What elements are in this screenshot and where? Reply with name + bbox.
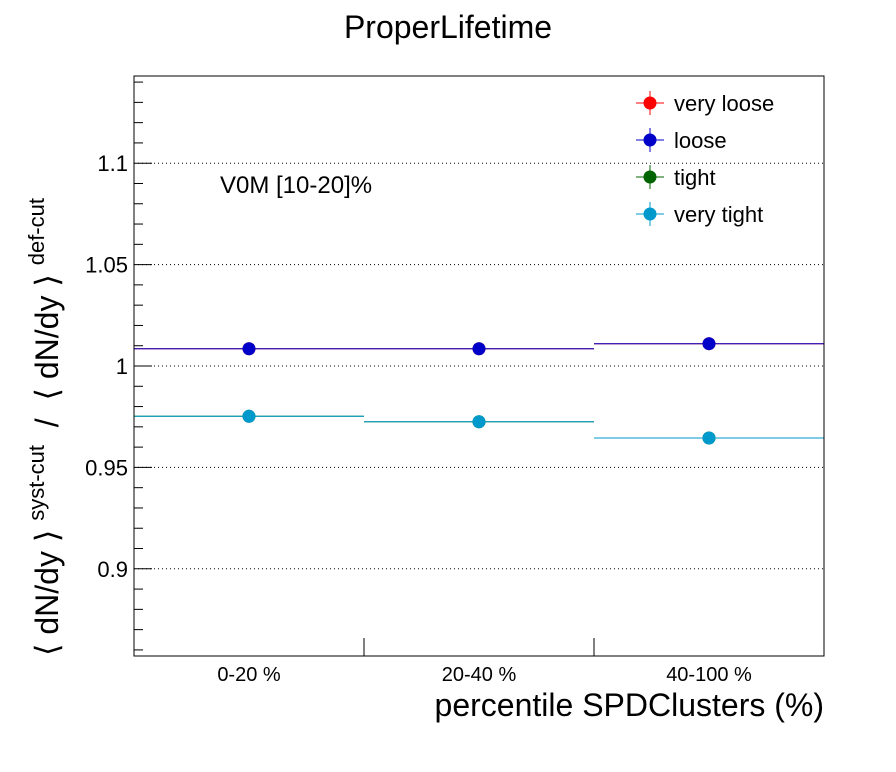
legend-item: very tight	[636, 202, 763, 227]
legend-marker	[643, 133, 657, 147]
legend: very loose loose tight very tight	[636, 91, 774, 227]
series-very-tight	[134, 409, 824, 445]
legend-item: loose	[636, 128, 727, 153]
y-tick-label: 1	[116, 354, 128, 379]
y-tick-label: 0.9	[97, 557, 128, 582]
data-point	[702, 431, 716, 445]
y-tick-label: 1.1	[97, 151, 128, 176]
y-axis-title-sep: /	[29, 409, 65, 436]
legend-item: tight	[636, 165, 716, 190]
y-axis-title-sup2: def-cut	[24, 198, 49, 265]
x-tick-label: 0-20 %	[217, 664, 281, 686]
legend-label: very tight	[674, 202, 763, 227]
x-axis-title: percentile SPDClusters (%)	[435, 687, 824, 723]
x-tick-label: 40-100 %	[666, 664, 752, 686]
data-point	[702, 337, 716, 351]
legend-marker	[643, 170, 657, 184]
grid	[134, 162, 824, 570]
y-axis: 0.9 0.95 1 1.05 1.1	[85, 81, 152, 651]
legend-marker	[643, 96, 657, 110]
x-tick-label: 20-40 %	[442, 664, 517, 686]
data-point	[242, 409, 256, 423]
y-axis-title-base2: ⟨ dN/dy ⟩	[29, 274, 65, 400]
legend-label: very loose	[674, 91, 774, 116]
y-tick-label: 0.95	[85, 455, 128, 480]
x-axis: 0-20 % 20-40 % 40-100 %	[217, 638, 752, 686]
y-axis-title-base: ⟨ dN/dy ⟩	[29, 530, 65, 656]
series-layer	[134, 337, 824, 445]
data-point	[472, 342, 486, 356]
y-axis-title-sup1: syst-cut	[24, 445, 49, 521]
legend-label: tight	[674, 165, 716, 190]
y-tick-label: 1.05	[85, 253, 128, 278]
chart-title: ProperLifetime	[344, 9, 552, 45]
legend-item: very loose	[636, 91, 774, 116]
annotation-label: V0M [10-20]%	[220, 172, 372, 199]
series-loose	[134, 337, 824, 356]
legend-label: loose	[674, 128, 727, 153]
legend-marker	[643, 207, 657, 221]
data-point	[242, 342, 256, 356]
data-point	[472, 415, 486, 429]
y-axis-title: ⟨ dN/dy ⟩ syst-cut / ⟨ dN/dy ⟩ def-cut	[15, 198, 65, 656]
